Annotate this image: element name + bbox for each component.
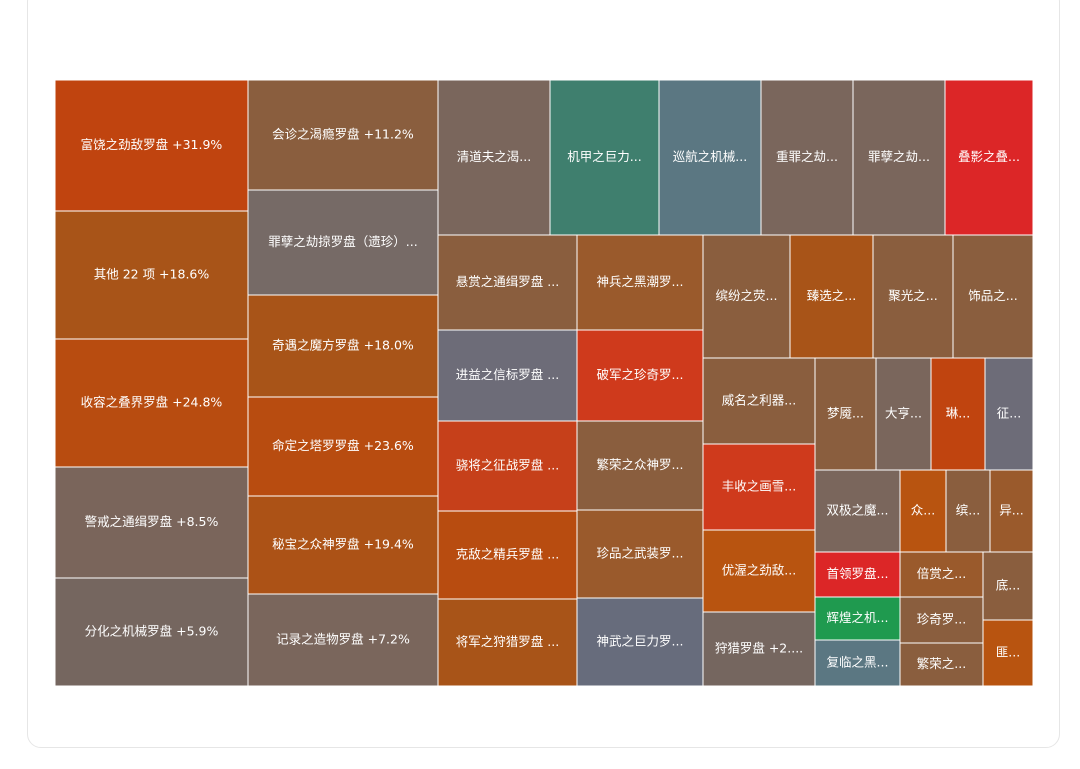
tile-label: 富饶之劲敌罗盘 +31.9% <box>81 137 223 152</box>
tile-label: 丰收之画雪... <box>722 479 796 494</box>
tile-label: 异... <box>999 503 1023 518</box>
tile <box>247 79 439 191</box>
tile-label: 饰品之... <box>968 288 1017 303</box>
tile <box>247 189 439 296</box>
tile-label: 分化之机械罗盘 +5.9% <box>85 624 219 639</box>
tile-label: 底... <box>996 578 1020 593</box>
tile <box>437 598 578 687</box>
tile <box>899 551 984 598</box>
tile-label: 秘宝之众神罗盘 +19.4% <box>272 537 414 552</box>
tile-label: 将军之狩猎罗盘 ... <box>456 634 559 649</box>
tile-label: 克敌之精兵罗盘 ... <box>456 547 559 562</box>
tile <box>437 79 551 236</box>
tile-label: 警戒之通缉罗盘 +8.5% <box>85 514 219 529</box>
tile-label: 其他 22 项 +18.6% <box>94 267 210 282</box>
tile <box>899 642 984 687</box>
tile <box>789 234 874 359</box>
tile-label: 缤... <box>956 503 980 518</box>
tile-label: 重罪之劫... <box>776 149 838 164</box>
tile <box>576 234 704 331</box>
tile-label: 进益之信标罗盘 ... <box>456 367 559 382</box>
tile <box>899 596 984 644</box>
tile <box>899 469 947 553</box>
tile <box>952 234 1034 359</box>
tile <box>247 495 439 595</box>
tile-label: 繁荣之众神罗... <box>597 457 684 472</box>
tile <box>702 234 791 359</box>
tile-label: 神武之巨力罗... <box>597 634 684 649</box>
tile <box>814 596 901 641</box>
tile-label: 优渥之劲敌... <box>722 563 796 578</box>
tile-label: 罪孽之劫... <box>868 149 930 164</box>
tile-label: 奇遇之魔方罗盘 +18.0% <box>272 338 414 353</box>
tile <box>576 420 704 511</box>
tile <box>54 79 249 212</box>
tile-label: 双极之魔... <box>827 503 889 518</box>
tile-label: 珍奇罗... <box>917 612 966 627</box>
tile-label: 机甲之巨力... <box>567 149 641 164</box>
tile-label: 悬赏之通缉罗盘 ... <box>456 274 559 289</box>
tile <box>437 234 578 331</box>
tile-label: 征... <box>997 406 1021 421</box>
tile <box>576 329 704 422</box>
tile-label: 梦魇... <box>827 406 864 421</box>
tile-label: 骁将之征战罗盘 ... <box>456 458 559 473</box>
tile <box>814 357 877 471</box>
tile <box>247 396 439 497</box>
tile <box>576 509 704 599</box>
tile-label: 收容之叠界罗盘 +24.8% <box>81 395 223 410</box>
tile-label: 大亨... <box>885 406 922 421</box>
tile <box>437 329 578 422</box>
tile-label: 狩猎罗盘 +2.... <box>715 641 803 656</box>
tile <box>702 529 816 613</box>
tile <box>852 79 946 236</box>
tile-label: 威名之利器... <box>722 393 796 408</box>
tile-label: 复临之黑... <box>827 655 889 670</box>
tile <box>437 420 578 512</box>
tile-label: 繁荣之... <box>917 656 966 671</box>
tile <box>54 338 249 468</box>
tile <box>247 593 439 687</box>
tile-label: 匪... <box>996 645 1020 660</box>
tile <box>814 551 901 598</box>
tile <box>702 611 816 687</box>
tile <box>982 619 1034 687</box>
tile <box>875 357 932 471</box>
tile <box>814 469 901 553</box>
tile <box>984 357 1034 471</box>
tile-label: 会诊之渴瘾罗盘 +11.2% <box>272 127 414 142</box>
tile <box>576 597 704 687</box>
tile-label: 缤纷之荧... <box>716 288 778 303</box>
tile <box>944 79 1034 236</box>
tile-label: 首领罗盘... <box>827 566 889 581</box>
tile-label: 命定之塔罗罗盘 +23.6% <box>272 438 414 453</box>
tile-label: 神兵之黑潮罗... <box>597 274 684 289</box>
tile-label: 辉煌之机... <box>827 610 889 625</box>
tile <box>658 79 762 236</box>
tile-label: 珍品之武装罗... <box>597 546 684 561</box>
tile-label: 倍赏之... <box>917 566 966 581</box>
tile-label: 清道夫之渴... <box>457 149 531 164</box>
tile <box>54 466 249 579</box>
tile <box>702 357 816 445</box>
tile-label: 罪孽之劫掠罗盘（遗珍）... <box>268 234 417 249</box>
tile-label: 记录之造物罗盘 +7.2% <box>276 632 410 647</box>
tile-label: 破军之珍奇罗... <box>597 367 684 382</box>
tile-label: 聚光之... <box>888 288 937 303</box>
tile <box>54 577 249 687</box>
tile-label: 叠影之叠... <box>958 149 1020 164</box>
tile-label: 臻选之... <box>807 288 856 303</box>
tile-label: 巡航之机械... <box>673 149 747 164</box>
tile-label: 琳... <box>946 406 970 421</box>
tile-label: 众... <box>911 503 935 518</box>
